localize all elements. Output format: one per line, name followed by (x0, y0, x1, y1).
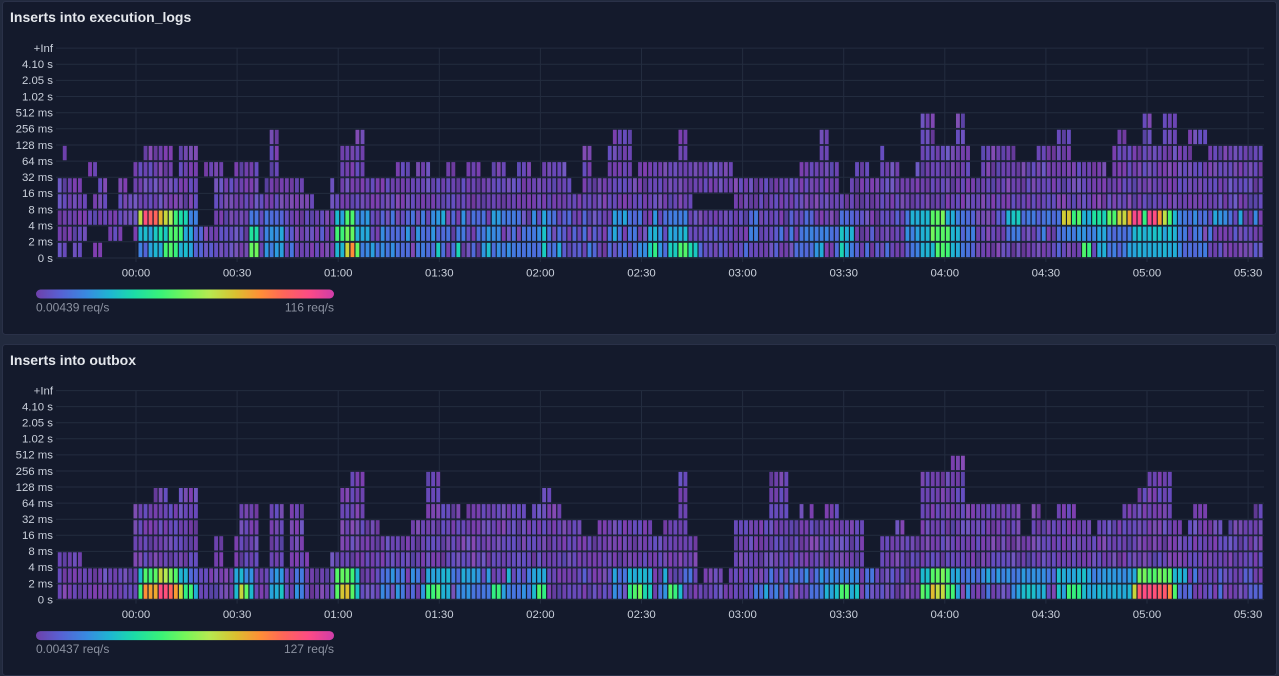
svg-text:Inserts into execution_logs: Inserts into execution_logs (10, 9, 191, 25)
svg-text:03:30: 03:30 (829, 609, 858, 621)
svg-text:00:30: 00:30 (223, 268, 252, 280)
svg-text:256 ms: 256 ms (16, 466, 54, 478)
svg-text:4 ms: 4 ms (28, 562, 53, 574)
svg-text:+Inf: +Inf (34, 43, 54, 55)
svg-text:04:30: 04:30 (1032, 268, 1061, 280)
svg-text:03:00: 03:00 (728, 609, 757, 621)
svg-text:02:30: 02:30 (627, 268, 656, 280)
svg-text:04:30: 04:30 (1032, 609, 1061, 621)
svg-text:16 ms: 16 ms (22, 188, 53, 200)
svg-text:512 ms: 512 ms (16, 450, 54, 462)
svg-text:00:00: 00:00 (122, 268, 151, 280)
svg-text:03:30: 03:30 (829, 268, 858, 280)
svg-text:02:00: 02:00 (526, 268, 555, 280)
svg-text:512 ms: 512 ms (16, 108, 54, 120)
svg-text:128 ms: 128 ms (16, 482, 54, 494)
svg-text:05:00: 05:00 (1133, 268, 1162, 280)
svg-text:32 ms: 32 ms (22, 172, 53, 184)
svg-text:01:00: 01:00 (324, 268, 353, 280)
svg-text:2 ms: 2 ms (28, 578, 53, 590)
svg-text:02:30: 02:30 (627, 609, 656, 621)
svg-text:05:30: 05:30 (1234, 609, 1263, 621)
svg-text:64 ms: 64 ms (22, 156, 53, 168)
svg-text:2.05 s: 2.05 s (22, 75, 53, 87)
svg-text:256 ms: 256 ms (16, 124, 54, 136)
svg-text:0 s: 0 s (38, 253, 53, 265)
svg-text:1.02 s: 1.02 s (22, 434, 53, 446)
svg-text:127 req/s: 127 req/s (284, 642, 334, 656)
svg-text:8 ms: 8 ms (28, 546, 53, 558)
svg-text:04:00: 04:00 (931, 609, 960, 621)
svg-text:01:30: 01:30 (425, 268, 454, 280)
svg-text:8 ms: 8 ms (28, 204, 53, 216)
svg-text:02:00: 02:00 (526, 609, 555, 621)
svg-text:0 s: 0 s (38, 594, 53, 606)
svg-text:Inserts into outbox: Inserts into outbox (10, 352, 136, 368)
svg-text:00:30: 00:30 (223, 609, 252, 621)
svg-text:116 req/s: 116 req/s (285, 301, 334, 315)
svg-text:128 ms: 128 ms (16, 140, 54, 152)
svg-text:05:30: 05:30 (1234, 268, 1263, 280)
svg-text:03:00: 03:00 (728, 268, 757, 280)
svg-text:00:00: 00:00 (122, 609, 151, 621)
svg-text:4.10 s: 4.10 s (22, 401, 53, 413)
svg-text:05:00: 05:00 (1133, 609, 1162, 621)
svg-text:4 ms: 4 ms (28, 221, 53, 233)
svg-text:2 ms: 2 ms (28, 237, 53, 249)
svg-text:1.02 s: 1.02 s (22, 91, 53, 103)
svg-text:16 ms: 16 ms (22, 530, 53, 542)
svg-text:0.00437 req/s: 0.00437 req/s (36, 642, 109, 656)
svg-text:01:30: 01:30 (425, 609, 454, 621)
svg-text:0.00439 req/s: 0.00439 req/s (36, 301, 109, 315)
svg-text:04:00: 04:00 (931, 268, 960, 280)
svg-text:+Inf: +Inf (34, 385, 54, 397)
svg-text:2.05 s: 2.05 s (22, 418, 53, 430)
svg-text:64 ms: 64 ms (22, 498, 53, 510)
svg-text:32 ms: 32 ms (22, 514, 53, 526)
svg-text:4.10 s: 4.10 s (22, 59, 53, 71)
svg-text:01:00: 01:00 (324, 609, 353, 621)
